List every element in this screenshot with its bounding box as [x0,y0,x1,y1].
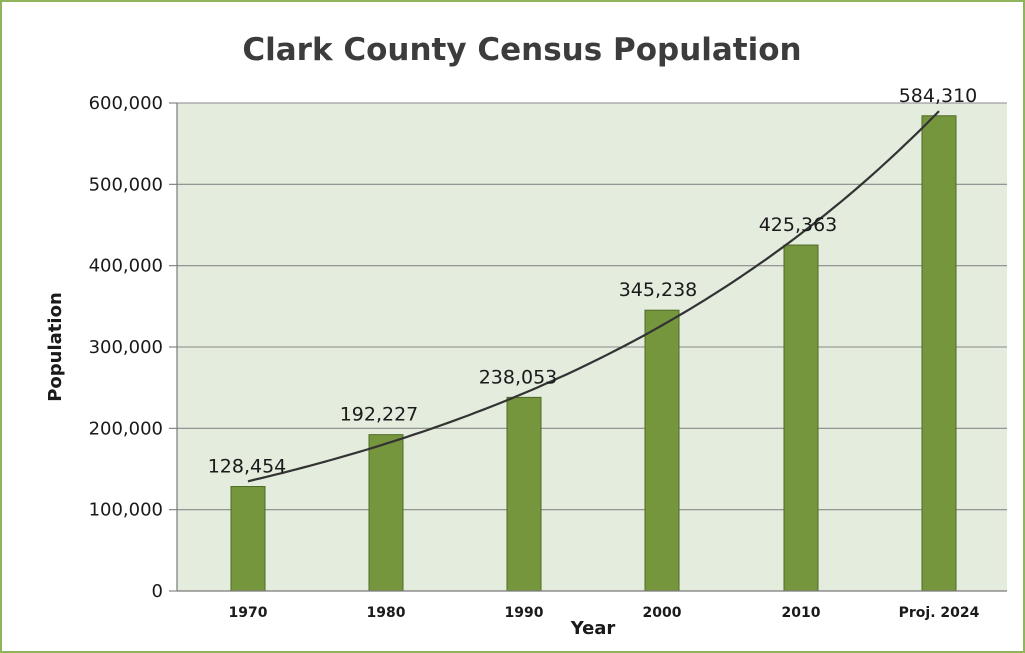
y-tick-label: 400,000 [89,256,163,277]
y-tick-label: 600,000 [89,93,163,114]
x-tick-label: 1990 [505,605,544,621]
data-label: 238,053 [479,366,558,388]
y-axis-ticks: 0 100,000 200,000 300,000 400,000 500,000 600,… [89,93,177,602]
bars [230,115,957,592]
x-axis-label: Year [570,618,616,639]
x-tick-label: Proj. 2024 [899,605,980,621]
trendline [247,110,940,483]
gridlines [177,102,1007,511]
x-tick-label: 1970 [229,605,268,621]
y-tick-label: 200,000 [89,418,163,439]
bar-1980 [368,434,404,592]
bar-1970 [230,486,266,592]
data-label: 425,363 [759,214,838,236]
x-tick-label: 2010 [782,605,821,621]
bar-2000 [644,309,680,592]
chart-title: Clark County Census Population [242,32,801,68]
data-label: 345,238 [619,279,698,301]
bar-proj-2024 [921,115,957,592]
x-tick-label: 1980 [367,605,406,621]
y-axis-label: Population [45,292,66,402]
y-tick-label: 100,000 [89,500,163,521]
y-tick-label: 0 [152,581,163,602]
data-labels: 128,454 192,227 238,053 345,238 425,363 584,3… [208,85,978,478]
data-label: 584,310 [899,85,978,107]
y-tick-label: 500,000 [89,174,163,195]
x-axis-ticks: 1970 1980 1990 2000 2010 Proj. 2024 [229,605,980,621]
y-tick-label: 300,000 [89,337,163,358]
bar-2010 [783,244,819,592]
x-tick-label: 2000 [643,605,682,621]
bar-1990 [506,396,542,592]
data-label: 192,227 [340,404,419,426]
data-label: 128,454 [208,456,287,478]
